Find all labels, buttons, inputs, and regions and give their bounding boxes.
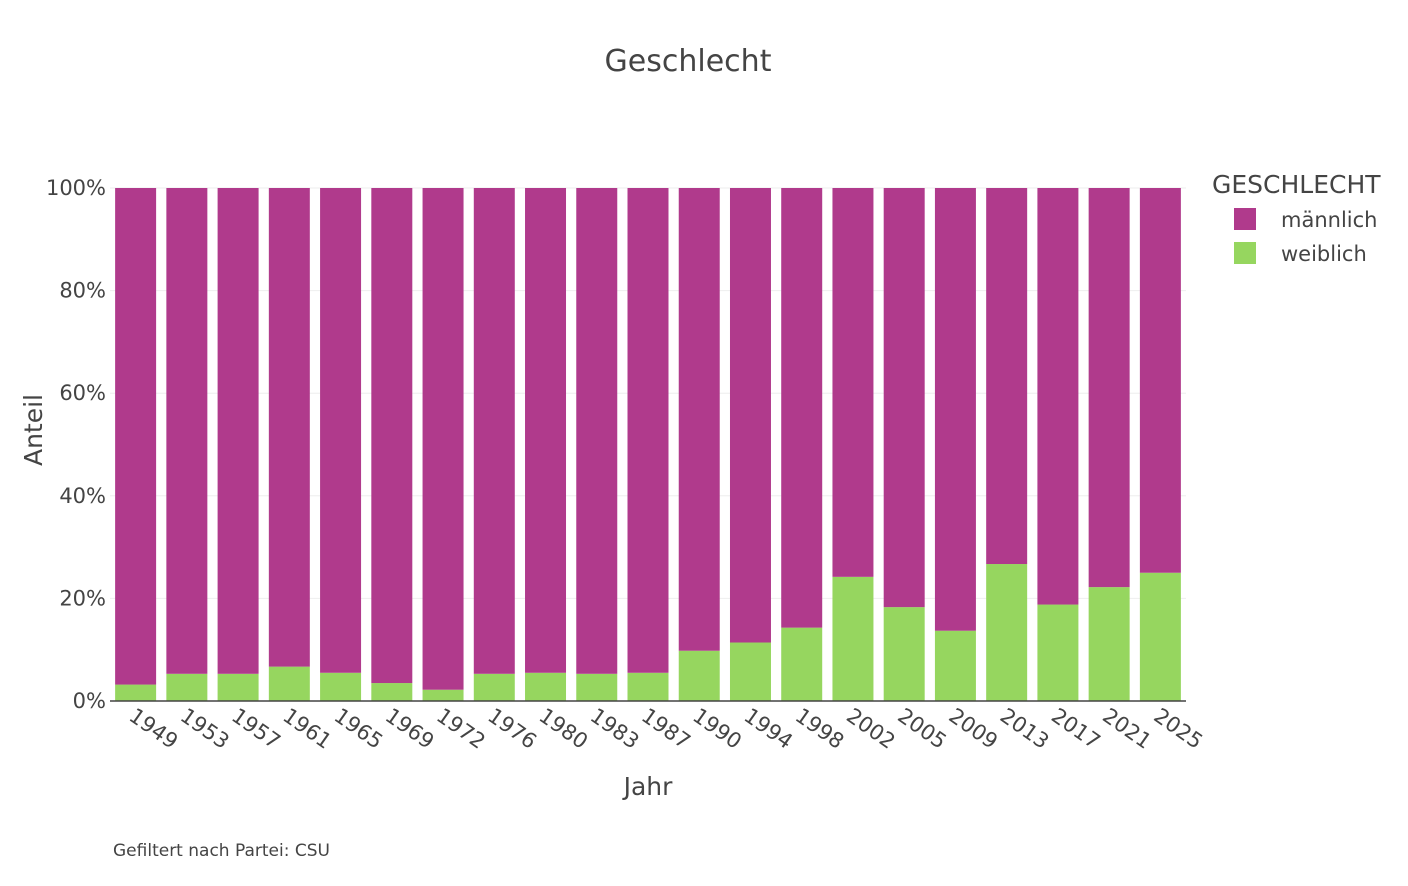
x-tick-label: 1998 (791, 703, 849, 753)
bar-männlich-1987 (627, 188, 669, 673)
bar-weiblich-1961 (268, 666, 310, 701)
legend-label-männlich: männlich (1281, 208, 1377, 232)
bar-männlich-1949 (115, 188, 157, 685)
bar-männlich-1969 (371, 188, 413, 684)
bar-weiblich-1987 (627, 672, 669, 701)
legend: GESCHLECHT männlich weiblich (1212, 170, 1381, 266)
bar-weiblich-1972 (422, 689, 464, 701)
bar-männlich-2013 (986, 188, 1028, 565)
bar-weiblich-1976 (473, 673, 515, 701)
x-tick-label: 2025 (1150, 703, 1208, 753)
y-tick-label: 80% (59, 279, 106, 303)
x-tick-label: 1972 (432, 703, 490, 753)
bar-männlich-2021 (1088, 188, 1130, 588)
x-tick-label: 1980 (535, 703, 593, 753)
bar-männlich-2025 (1139, 188, 1181, 573)
x-tick-label: 2009 (945, 703, 1003, 753)
bar-weiblich-1994 (729, 642, 771, 701)
bar-weiblich-1983 (576, 673, 618, 701)
bar-weiblich-1949 (115, 684, 157, 701)
x-tick-label: 1949 (125, 703, 183, 753)
legend-swatch-männlich (1234, 208, 1256, 230)
x-tick-label: 1953 (176, 703, 234, 753)
y-tick-label: 20% (59, 586, 106, 610)
bar-weiblich-1998 (781, 627, 823, 701)
bar-weiblich-2002 (832, 576, 874, 701)
x-tick-label: 1990 (688, 703, 746, 753)
x-tick-label: 1994 (740, 703, 798, 753)
bar-weiblich-2025 (1139, 572, 1181, 701)
x-tick-label: 1983 (586, 703, 644, 753)
bar-männlich-1953 (166, 188, 208, 674)
bar-männlich-1965 (320, 188, 362, 673)
bar-männlich-1957 (217, 188, 259, 674)
bar-weiblich-2021 (1088, 587, 1130, 701)
bar-weiblich-1990 (678, 650, 720, 701)
x-tick-label: 1969 (381, 703, 439, 753)
x-tick-label: 1987 (637, 703, 695, 753)
bar-männlich-2009 (934, 188, 976, 631)
bars (115, 188, 1181, 701)
x-tick-label: 2013 (996, 703, 1054, 753)
x-tick-label: 2005 (893, 703, 951, 753)
bar-männlich-2017 (1037, 188, 1079, 605)
x-ticks: 1949195319571961196519691972197619801983… (125, 703, 1207, 753)
bar-weiblich-2005 (883, 607, 925, 701)
legend-label-weiblich: weiblich (1281, 242, 1367, 266)
y-ticks: 0% 20% 40% 60% 80% 100% (46, 176, 106, 713)
bar-weiblich-2017 (1037, 604, 1079, 701)
bar-weiblich-1965 (320, 672, 362, 701)
bar-männlich-1990 (678, 188, 720, 651)
x-tick-label: 2017 (1047, 703, 1105, 753)
y-tick-label: 40% (59, 484, 106, 508)
bar-männlich-1998 (781, 188, 823, 628)
bar-weiblich-1969 (371, 683, 413, 701)
legend-swatch-weiblich (1234, 242, 1256, 264)
bar-männlich-2005 (883, 188, 925, 608)
bar-weiblich-1953 (166, 673, 208, 701)
chart-title: Geschlecht (605, 44, 772, 79)
bar-weiblich-1980 (525, 672, 567, 701)
bar-männlich-1976 (473, 188, 515, 674)
bar-männlich-1983 (576, 188, 618, 674)
x-tick-label: 2021 (1098, 703, 1156, 753)
y-tick-label: 60% (59, 381, 106, 405)
footnote: Gefiltert nach Partei: CSU (113, 841, 330, 861)
x-tick-label: 2002 (842, 703, 900, 753)
x-axis-title: Jahr (622, 772, 674, 801)
y-axis-title: Anteil (19, 394, 48, 466)
x-tick-label: 1957 (227, 703, 285, 753)
bar-weiblich-2009 (934, 630, 976, 701)
x-tick-label: 1961 (278, 703, 336, 753)
x-tick-label: 1965 (330, 703, 388, 753)
y-tick-label: 100% (46, 176, 106, 200)
y-tick-label: 0% (73, 689, 106, 713)
bar-männlich-1961 (268, 188, 310, 667)
bar-männlich-1972 (422, 188, 464, 690)
bar-männlich-1980 (525, 188, 567, 673)
bar-weiblich-1957 (217, 673, 259, 701)
legend-title: GESCHLECHT (1212, 170, 1381, 199)
bar-männlich-2002 (832, 188, 874, 577)
bar-weiblich-2013 (986, 564, 1028, 701)
bar-männlich-1994 (729, 188, 771, 643)
x-tick-label: 1976 (483, 703, 541, 753)
